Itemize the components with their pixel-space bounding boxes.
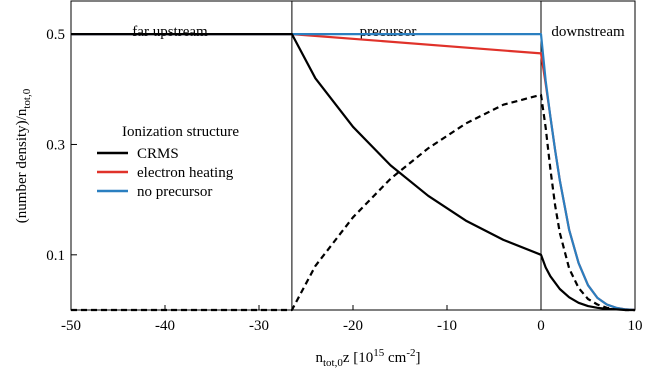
x-tick-label: -50 [61, 318, 81, 334]
region-label-precursor: precursor [360, 24, 417, 40]
y-tick-label: 0.5 [46, 27, 65, 43]
x-tick-label: -40 [155, 318, 175, 334]
x-tick-label: -30 [249, 318, 269, 334]
series-line-crms [71, 32, 635, 312]
y-tick-label: 0.1 [46, 248, 65, 264]
legend-entry-crms: CRMS [137, 146, 179, 162]
legend-entry-electron-heating: electron heating [137, 165, 234, 181]
region-label-downstream: downstream [551, 24, 625, 40]
series-line-no-precursor [71, 32, 636, 312]
legend-entry-no-precursor: no precursor [137, 184, 212, 200]
legend: Ionization structure CRMS electron heati… [97, 124, 239, 200]
region-label-far-upstream: far upstream [132, 24, 208, 40]
series-line-crms-dashed [71, 93, 635, 312]
x-tick-label: 10 [628, 318, 643, 334]
x-tick-label: -20 [343, 318, 363, 334]
y-axis-label: (number density)/ntot,0 [14, 88, 33, 223]
x-axis-label: ntot,0z [1015 cm-2] [315, 347, 420, 369]
x-ticks: -50 -40 -30 -20 -10 0 10 [61, 305, 643, 334]
x-tick-label: -10 [437, 318, 457, 334]
legend-title: Ionization structure [122, 124, 239, 140]
y-tick-label: 0.3 [46, 137, 65, 153]
x-tick-label: 0 [537, 318, 545, 334]
y-ticks: 0.1 0.3 0.5 [46, 27, 77, 264]
series-group [71, 32, 636, 312]
region-boundaries [291, 1, 542, 310]
